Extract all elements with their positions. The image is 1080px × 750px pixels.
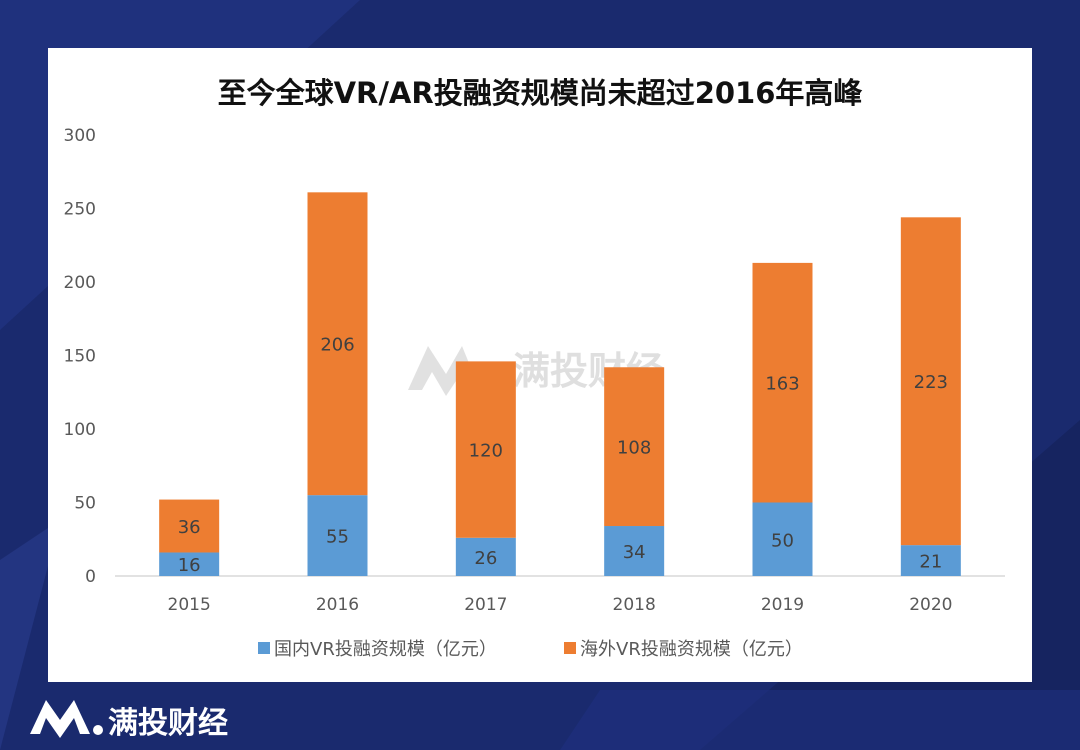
y-tick-label: 200 <box>64 273 96 293</box>
y-tick-label: 150 <box>64 347 96 367</box>
legend-swatch <box>564 642 576 654</box>
data-label: 36 <box>178 517 201 538</box>
brand-logo-icon <box>28 694 104 738</box>
data-label: 206 <box>320 335 354 356</box>
x-tick-label: 2020 <box>909 595 952 615</box>
data-label: 34 <box>623 542 646 563</box>
data-label: 108 <box>617 438 651 459</box>
legend-label: 国内VR投融资规模（亿元） <box>274 639 497 660</box>
x-tick-label: 2015 <box>168 595 211 615</box>
data-label: 163 <box>765 374 799 395</box>
y-tick-label: 100 <box>64 420 96 440</box>
data-label: 120 <box>469 441 503 462</box>
y-tick-label: 250 <box>64 200 96 220</box>
x-tick-label: 2016 <box>316 595 359 615</box>
data-label: 26 <box>474 548 497 569</box>
data-label: 16 <box>178 555 201 576</box>
stacked-bar-chart: 满投财经 0 50 100 150 200 250 300 2015 2016 2017 2018 2… <box>0 0 1080 750</box>
x-tick-label: 2019 <box>761 595 804 615</box>
y-tick-label: 300 <box>64 126 96 146</box>
data-label: 223 <box>914 372 948 393</box>
brand-name: 满投财经 <box>108 698 228 742</box>
legend-label: 海外VR投融资规模（亿元） <box>580 639 803 660</box>
data-label: 50 <box>771 530 794 551</box>
y-tick-label: 0 <box>85 567 96 587</box>
legend-swatch <box>258 642 270 654</box>
data-label: 55 <box>326 527 349 548</box>
data-label: 21 <box>919 552 942 573</box>
y-tick-label: 50 <box>74 494 96 514</box>
x-tick-label: 2018 <box>613 595 656 615</box>
x-tick-label: 2017 <box>464 595 507 615</box>
